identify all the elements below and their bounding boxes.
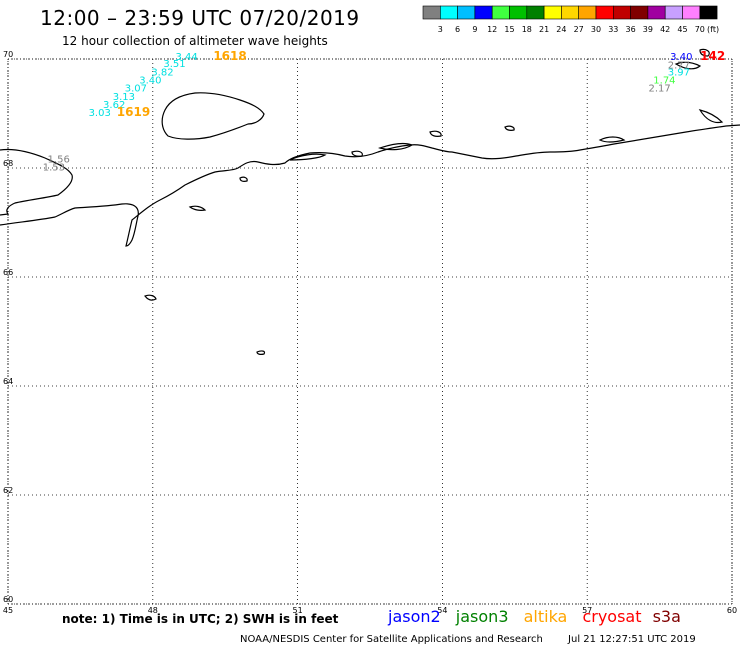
wave-height-label: 3.51 — [163, 59, 185, 70]
footnote: note: 1) Time is in UTC; 2) SWH is in fe… — [62, 612, 339, 626]
colorbar-tick-label: 6 — [455, 25, 460, 34]
wave-height-label: 3.40 — [670, 52, 692, 63]
lon-tick-label: 51 — [293, 606, 303, 615]
map-grid — [7, 58, 733, 605]
pass-time-label: 1619 — [117, 105, 150, 119]
wave-height-label: 3.13 — [113, 92, 135, 103]
vaygach-island — [674, 61, 702, 70]
island-7 — [429, 130, 442, 137]
island-5 — [239, 176, 248, 182]
colorbar-tick-label: 18 — [522, 25, 532, 34]
island-3 — [256, 350, 266, 355]
colorbar-unit: (ft) — [707, 25, 719, 34]
colorbar-tick-label: 24 — [556, 25, 566, 34]
island-4 — [188, 205, 207, 211]
legend-item-jason2: jason2 — [388, 607, 441, 626]
island-6 — [504, 125, 515, 131]
colorbar-tick-label: 3 — [438, 25, 443, 34]
colorbar-tick-label: 30 — [591, 25, 601, 34]
colorbar: 3 6 9 12 15 18 21 24 27 30 33 36 39 42 45 70 (ft) — [422, 5, 719, 34]
lat-tick-label: 66 — [3, 268, 13, 277]
page-title: 12:00 – 23:59 UTC 07/20/2019 — [40, 6, 360, 30]
colorbar-tick-label: 15 — [504, 25, 514, 34]
island-10 — [378, 142, 414, 151]
colorbar-tick-label: 70 — [695, 25, 705, 34]
legend-item-s3a: s3a — [652, 607, 681, 626]
wave-height-label: 2.17 — [648, 84, 670, 95]
wave-height-label: 3.97 — [668, 67, 690, 78]
colorbar-tick-label: 39 — [643, 25, 653, 34]
wave-height-label: 3.40 — [139, 76, 161, 87]
lat-tick-label: 62 — [3, 486, 13, 495]
page-subtitle: 12 hour collection of altimeter wave hei… — [62, 34, 328, 48]
island-1 — [289, 153, 327, 161]
colorbar-tick-label: 9 — [472, 25, 477, 34]
legend-item-cryosat: cryosat — [582, 607, 642, 626]
lat-tick-label: 64 — [3, 377, 13, 386]
colorbar-tick-label: 42 — [660, 25, 670, 34]
wave-height-label: 1.56 — [48, 155, 70, 166]
lat-tick-label: 68 — [3, 159, 13, 168]
novaya-zemlya-tip — [698, 109, 724, 124]
lat-tick-label: 60 — [3, 595, 13, 604]
wave-height-label: 3.62 — [103, 100, 125, 111]
credit-time: Jul 21 12:27:51 UTC 2019 — [568, 634, 696, 645]
kolguev-island — [161, 92, 265, 140]
wave-height-label: 1.53 — [43, 163, 65, 174]
pass-time-label: 1618 — [213, 49, 246, 63]
credit-text: NOAA/NESDIS Center for Satellite Applica… — [240, 634, 543, 645]
colorbar-tick-label: 45 — [677, 25, 687, 34]
observations-layer: 1.561.533.033.623.133.073.403.823.513.44… — [43, 52, 693, 174]
lon-tick-label: 54 — [437, 606, 447, 615]
island-11 — [351, 150, 363, 157]
satellite-legend: jason2 jason3 altika cryosat s3a — [388, 607, 691, 626]
wave-height-label: 1.74 — [653, 76, 675, 87]
colorbar-tick-label: 12 — [487, 25, 497, 34]
pass-time-label: 142 — [700, 49, 725, 63]
colorbar-swatch — [699, 5, 718, 20]
legend-item-jason3: jason3 — [455, 607, 509, 626]
colorbar-tick-label: 27 — [574, 25, 584, 34]
colorbar-tick-label: 21 — [539, 25, 549, 34]
lon-tick-label: 60 — [727, 606, 737, 615]
wave-height-label: 3.03 — [89, 108, 111, 119]
coastline-kanin — [0, 124, 740, 247]
colorbar-tick-label: 36 — [626, 25, 636, 34]
wave-height-label: 3.07 — [125, 84, 147, 95]
lat-tick-label: 70 — [3, 50, 13, 59]
colorbar-tick-label: 33 — [608, 25, 618, 34]
coastline — [0, 48, 740, 355]
coastline-mainland — [0, 148, 73, 216]
island-8 — [699, 48, 710, 57]
pass-labels-layer: 1618 1619 142 — [117, 49, 725, 119]
island-9 — [598, 136, 626, 143]
lon-tick-label: 48 — [148, 606, 158, 615]
axis-labels: 45 48 51 54 57 60 60 62 64 66 68 70 — [3, 50, 737, 615]
island-2 — [144, 294, 157, 301]
lon-tick-label: 57 — [582, 606, 592, 615]
wave-height-label: 3.82 — [151, 67, 173, 78]
wave-height-label: 3.44 — [175, 52, 197, 63]
wave-height-label: 2.77 — [668, 60, 690, 71]
lon-tick-label: 45 — [3, 606, 13, 615]
legend-item-altika: altika — [523, 607, 568, 626]
